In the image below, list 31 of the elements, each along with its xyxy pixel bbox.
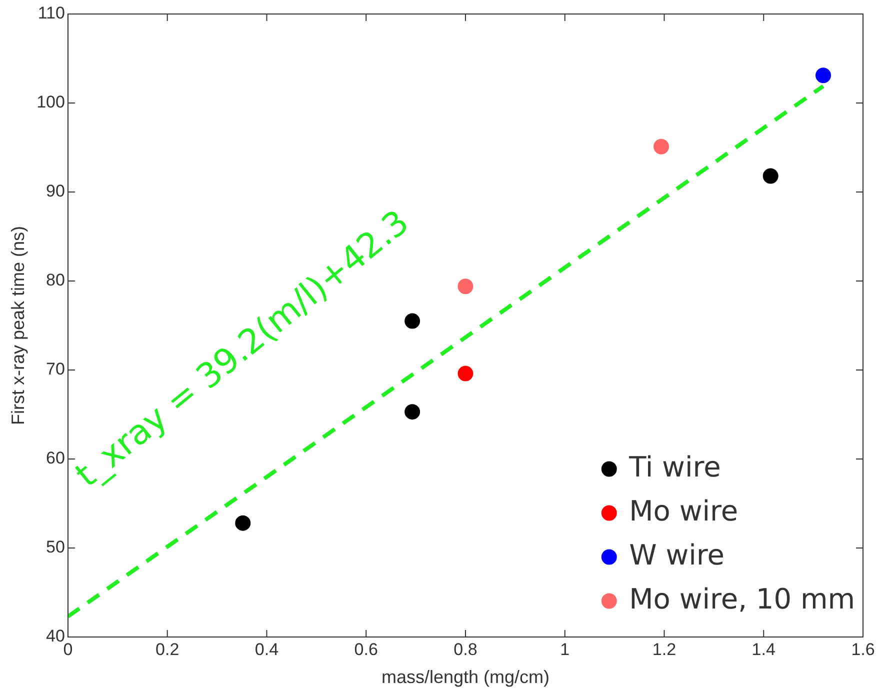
point [654, 138, 670, 154]
y-axis-title: First x-ray peak time (ns) [8, 226, 28, 426]
x-tick-label: 0 [63, 640, 73, 659]
y-tick-label: 90 [46, 182, 65, 201]
legend-label: Ti wire [628, 450, 721, 484]
x-tick-label: 0.8 [454, 640, 478, 659]
y-tick-label: 100 [36, 92, 65, 112]
x-tick-label: 0.6 [354, 640, 378, 659]
y-tick-label: 110 [38, 4, 65, 23]
y-tick-label: 80 [46, 270, 65, 290]
legend-label: Mo wire, 10 mm [629, 582, 855, 616]
point [458, 366, 474, 382]
point [404, 313, 420, 329]
x-tick-label: 1.2 [652, 640, 676, 659]
legend-label: Mo wire [629, 494, 738, 528]
legend-label: W wire [629, 538, 725, 572]
y-tick-label: 60 [46, 448, 65, 468]
point [235, 515, 251, 531]
x-axis-title: mass/length (mg/cm) [381, 667, 550, 688]
x-tick-label: 0.2 [156, 640, 180, 659]
y-tick-label: 70 [46, 360, 65, 379]
x-tick-label: 1 [560, 640, 570, 659]
point [458, 278, 474, 294]
y-tick-label: 40 [46, 626, 65, 646]
point [762, 168, 778, 184]
y-tick-label: 50 [46, 538, 65, 557]
x-tick-label: 0.4 [254, 640, 279, 659]
point [816, 68, 831, 84]
x-tick-label: 1.6 [851, 640, 875, 659]
point [404, 404, 420, 420]
x-tick-label: 1.4 [752, 640, 776, 659]
